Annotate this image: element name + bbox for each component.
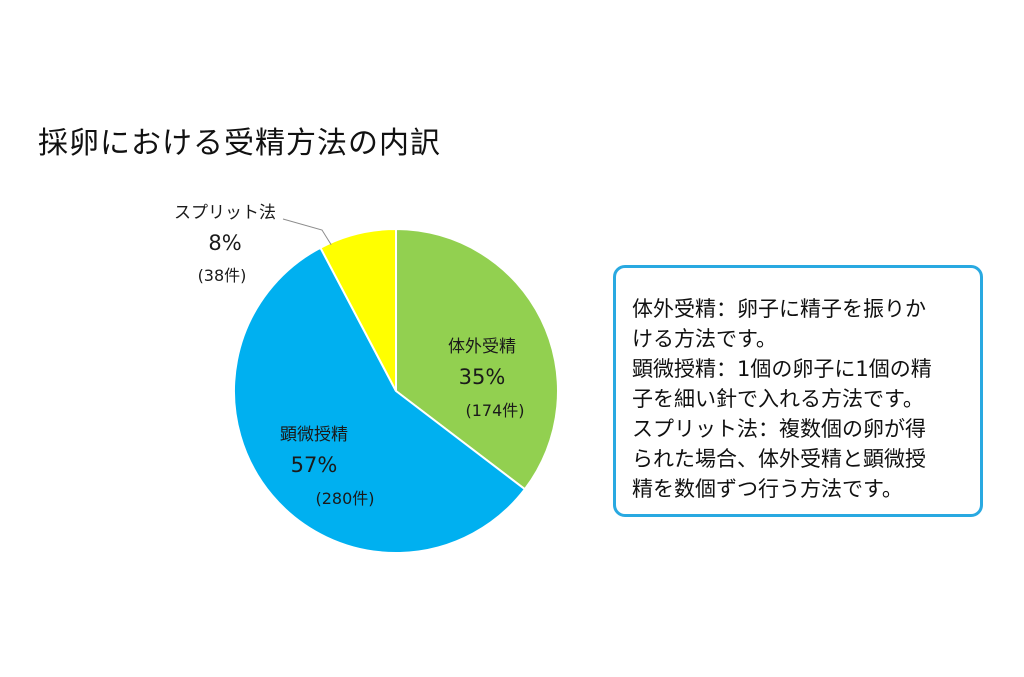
slice-name-label: スプリット法 (174, 203, 276, 223)
slice-count-label: (38件) (198, 266, 247, 285)
leader-line (282, 218, 332, 245)
slice-count-label: (280件) (315, 489, 374, 508)
slice-percent-label: 8% (208, 231, 241, 255)
info-line: 顕微授精：1個の卵子に1個の精 (632, 357, 932, 381)
slice-percent-label: 35% (459, 365, 506, 389)
info-line: 精を数個ずつ行う方法です。 (632, 477, 903, 501)
slice-percent-label: 57% (291, 453, 338, 477)
info-line: られた場合、体外受精と顕微授 (632, 447, 926, 471)
pie-slice (319, 227, 397, 392)
pie-slice (395, 227, 559, 491)
info-line: 体外受精：卵子に精子を振りか (632, 297, 926, 321)
slice-name-label: 体外受精 (448, 337, 516, 357)
pie-slice (233, 246, 527, 554)
info-line: スプリット法：複数個の卵が得 (632, 417, 926, 441)
slice-name-label: 顕微授精 (280, 425, 348, 445)
chart-title: 採卵における受精方法の内訳 (38, 126, 441, 161)
info-line: 子を細い針で入れる方法です。 (632, 387, 924, 411)
info-line: ける方法です。 (632, 327, 777, 351)
slice-count-label: (174件) (465, 401, 524, 420)
info-box: 体外受精：卵子に精子を振りか ける方法です。 顕微授精：1個の卵子に1個の精 子… (613, 265, 983, 517)
